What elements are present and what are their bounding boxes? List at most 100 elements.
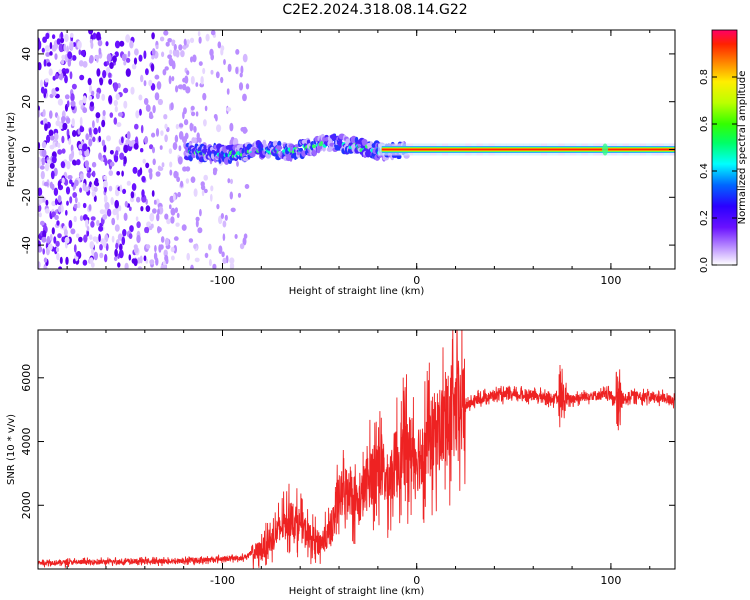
heatmap-noise-cell: [63, 229, 68, 236]
heatmap-noise-cell: [145, 258, 149, 264]
heatmap-noise-cell: [169, 161, 173, 168]
heatmap-noise-cell: [40, 220, 45, 226]
heatmap-noise-cell: [65, 256, 69, 265]
heatmap-noise-cell: [78, 236, 83, 243]
heatmap-noise-cell: [176, 212, 180, 218]
heatmap-noise-cell: [199, 208, 202, 217]
heatmap-noise-cell: [143, 50, 147, 59]
heatmap-noise-cell: [84, 186, 90, 192]
heatmap-noise-cell: [45, 199, 49, 206]
heatmap-noise-cell: [104, 201, 110, 210]
heatmap-noise-cell: [71, 55, 77, 61]
heatmap-noise-cell: [204, 105, 208, 112]
heatmap-noise-cell: [138, 108, 142, 116]
heatmap-noise-cell: [123, 100, 128, 109]
heatmap-noise-cell: [47, 159, 52, 165]
heatmap-noise-cell: [135, 136, 139, 145]
heatmap-noise-cell: [67, 175, 73, 180]
heatmap-noise-cell: [89, 257, 94, 265]
heatmap-noise-cell: [49, 42, 53, 50]
heatmap-noise-cell: [114, 105, 118, 113]
heatmap-noise-cell: [44, 78, 50, 83]
heatmap-noise-cell: [72, 42, 76, 47]
heatmap-noise-cell: [185, 86, 191, 94]
heatmap-noise-cell: [66, 200, 69, 206]
heatmap-noise-cell: [113, 154, 119, 163]
heatmap-noise-cell: [106, 60, 110, 66]
heatmap-noise-cell: [86, 165, 90, 171]
heatmap-noise-cell: [144, 227, 148, 233]
heatmap-noise-cell: [129, 225, 134, 233]
heatmap-noise-cell: [134, 48, 139, 56]
heatmap-noise-cell: [42, 230, 47, 239]
heatmap-noise-cell: [190, 75, 195, 85]
heatmap-noise-cell: [175, 85, 179, 93]
heatmap-noise-cell: [161, 51, 165, 58]
heatmap-noise-cell: [66, 45, 69, 54]
heatmap-signal-cell: [275, 145, 283, 150]
heatmap-noise-cell: [110, 197, 114, 205]
heatmap-noise-cell: [41, 141, 47, 149]
heatmap-noise-cell: [180, 50, 185, 58]
heatmap-noise-cell: [45, 52, 51, 57]
heatmap-noise-cell: [122, 188, 127, 194]
heatmap-noise-cell: [91, 190, 96, 197]
heatmap-noise-cell: [150, 63, 155, 72]
heatmap-noise-cell: [190, 176, 196, 183]
heatmap-noise-cell: [186, 39, 190, 45]
heatmap-noise-cell: [69, 196, 73, 204]
heatmap-noise-cell: [181, 224, 187, 231]
heatmap-noise-cell: [105, 41, 109, 47]
heatmap-noise-cell: [149, 259, 155, 265]
heatmap-noise-cell: [57, 233, 62, 239]
heatmap-noise-cell: [108, 72, 112, 78]
heatmap-noise-cell: [200, 184, 206, 191]
heatmap-carrier-halo: [377, 143, 384, 156]
heatmap-noise-cell: [131, 63, 137, 70]
heatmap-noise-cell: [79, 173, 84, 181]
heatmap-noise-cell: [173, 193, 176, 202]
heatmap-noise-cell: [57, 149, 63, 155]
heatmap-noise-cell: [115, 150, 119, 157]
heatmap-noise-cell: [210, 69, 214, 75]
heatmap-noise-cell: [56, 38, 61, 45]
heatmap-noise-cell: [62, 122, 68, 131]
heatmap-noise-cell: [96, 31, 101, 41]
heatmap-noise-cell: [73, 184, 77, 189]
heatmap-noise-cell: [105, 243, 109, 252]
heatmap-noise-cell: [51, 34, 56, 40]
heatmap-noise-cell: [99, 244, 103, 251]
heatmap-noise-cell: [175, 49, 180, 58]
heatmap-noise-cell: [119, 40, 125, 47]
heatmap-noise-cell: [51, 227, 55, 235]
heatmap-noise-cell: [79, 215, 84, 222]
heatmap-noise-cell: [64, 33, 69, 43]
heatmap-noise-cell: [90, 216, 96, 221]
heatmap-noise-cell: [217, 41, 222, 49]
heatmap-noise-cell: [123, 212, 128, 221]
heatmap-noise-cell: [79, 187, 83, 193]
heatmap-noise-cell: [39, 165, 45, 170]
heatmap-noise-cell: [117, 233, 123, 241]
heatmap-noise-cell: [233, 137, 239, 146]
heatmap-noise-cell: [169, 49, 173, 55]
heatmap-noise-cell: [173, 170, 179, 179]
heatmap-noise-cell: [57, 98, 64, 106]
heatmap-noise-cell: [48, 243, 53, 251]
heatmap-noise-cell: [133, 258, 138, 267]
heatmap-noise-cell: [222, 220, 227, 228]
heatmap-noise-cell: [117, 112, 123, 117]
heatmap-noise-cell: [229, 257, 235, 265]
heatmap-noise-cell: [173, 236, 179, 241]
heatmap-noise-cell: [195, 82, 199, 87]
heatmap-noise-cell: [80, 50, 86, 56]
heatmap-noise-cell: [70, 93, 75, 102]
heatmap-noise-cell: [112, 55, 117, 63]
heatmap-noise-cell: [189, 37, 195, 43]
heatmap-noise-cell: [169, 169, 173, 176]
heatmap-noise-cell: [89, 241, 95, 250]
heatmap-noise-cell: [143, 98, 149, 105]
heatmap-noise-cell: [145, 244, 151, 250]
heatmap-noise-cell: [203, 119, 207, 127]
heatmap-noise-cell: [103, 175, 108, 180]
